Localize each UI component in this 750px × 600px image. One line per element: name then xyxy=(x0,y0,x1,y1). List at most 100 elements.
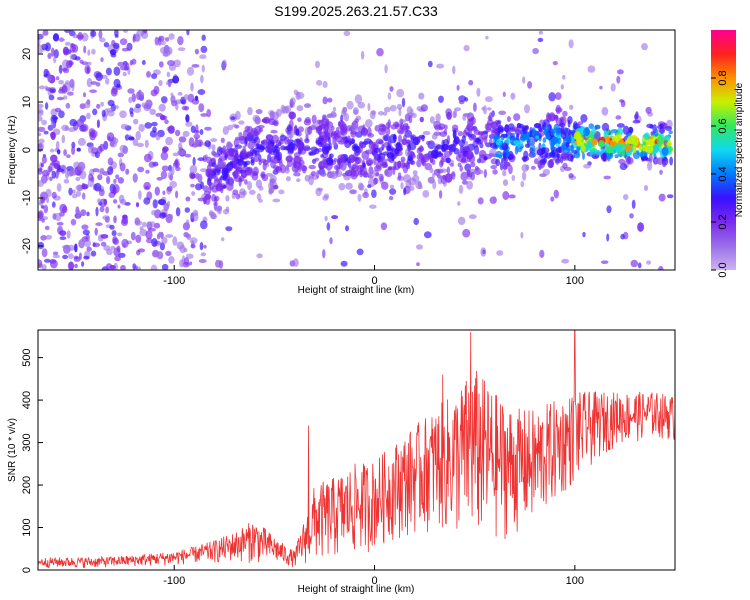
spectrogram-cell xyxy=(119,38,128,46)
spectrogram-cell xyxy=(151,210,157,216)
spectrogram-cell xyxy=(77,161,86,171)
spectrogram-cell xyxy=(470,116,475,121)
spectrogram-cell xyxy=(422,130,431,136)
spectrogram-cell xyxy=(570,156,574,162)
spectrogram-cell xyxy=(357,193,362,202)
spectrogram-cell xyxy=(632,119,641,124)
spectrogram-cell xyxy=(43,204,49,214)
spectrogram-cell xyxy=(659,126,665,135)
spectrogram-cell xyxy=(158,80,163,86)
spectrogram-cell xyxy=(190,218,195,223)
spectrogram-cell xyxy=(134,265,138,270)
spectrogram-cell xyxy=(178,136,187,143)
spectrogram-cell xyxy=(385,122,391,129)
spectrogram-cell xyxy=(99,37,106,43)
spectrogram-cell xyxy=(272,111,279,121)
spectrogram-cell xyxy=(122,214,128,220)
spectrogram-cell xyxy=(632,136,639,146)
spectrogram-cell xyxy=(67,91,74,96)
spectrogram-cell xyxy=(398,107,402,117)
spectrogram-cell xyxy=(204,140,211,148)
spectrogram-cell xyxy=(210,213,217,220)
spectrogram-cell xyxy=(74,243,78,253)
spectrogram-cell xyxy=(189,164,198,174)
spectrogram-cell xyxy=(648,153,653,163)
spectrogram-cell xyxy=(365,149,373,155)
spectrogram-cell xyxy=(616,133,622,140)
spectrogram-cell xyxy=(160,40,166,46)
spectrogram-cell xyxy=(65,60,72,69)
spectrogram-cell xyxy=(502,191,510,200)
spectrogram-cell xyxy=(315,60,320,69)
spectrogram-cell xyxy=(400,182,404,190)
spectrogram-cell xyxy=(103,42,110,48)
snr-y-label: SNR (10 * v/v) xyxy=(7,418,18,482)
spectrogram-cell xyxy=(243,161,248,167)
spectrogram-cell xyxy=(161,263,169,270)
spectrogram-cell xyxy=(320,171,327,177)
spectrogram-cell xyxy=(146,71,151,78)
spectrogram-cell xyxy=(87,61,92,66)
spectrogram-cell xyxy=(292,258,299,267)
spectrogram-cell xyxy=(587,141,593,149)
spectrogram-cell xyxy=(109,265,116,270)
spectrogram-cell xyxy=(232,162,238,170)
spectrogram-cell xyxy=(373,156,377,166)
spectrogram-cell xyxy=(244,179,248,185)
spectrogram-cell xyxy=(133,118,139,125)
spectrogram-cell xyxy=(76,209,81,219)
spectrogram-cell xyxy=(185,233,192,239)
spectrogram-cell xyxy=(643,132,650,141)
spectrogram-cell xyxy=(164,37,170,42)
spectrogram-cell xyxy=(446,111,452,120)
spectrogram-cell xyxy=(435,113,441,122)
spectrogram-cell xyxy=(64,30,71,33)
y-tick-label: 400 xyxy=(21,391,33,409)
spectrogram-cell xyxy=(303,119,312,126)
spectrogram-cell xyxy=(458,216,466,226)
spectrogram-cell xyxy=(239,188,246,195)
spectrogram-cell xyxy=(355,157,361,165)
spectrogram-cell xyxy=(368,166,374,176)
spectrogram-cell xyxy=(474,145,480,155)
spectrogram-cell xyxy=(550,196,555,202)
spectrogram-cell xyxy=(148,161,156,168)
spectrogram-cell xyxy=(247,141,255,150)
spectrogram-cell xyxy=(356,248,364,256)
spectrogram-cell xyxy=(66,154,71,159)
spectrogram-cell xyxy=(122,71,127,77)
spectrogram-cell xyxy=(362,172,370,178)
spectrogram-cell xyxy=(80,123,89,132)
spectrogram-cell xyxy=(151,121,158,127)
spectrogram-cell xyxy=(204,193,212,200)
spectrogram-cell xyxy=(508,194,516,199)
spectrogram-cell xyxy=(167,213,174,220)
spectrogram-cell xyxy=(195,183,202,191)
colorbar: 0.0 0.2 0.4 0.6 0.8 Normalized spectral ampl… xyxy=(711,30,745,278)
spectrogram-cell xyxy=(511,174,516,182)
spectrogram-cell xyxy=(285,155,293,163)
spectrogram-cell xyxy=(532,48,539,55)
spectrogram-cell xyxy=(436,174,442,179)
spectrogram-cell xyxy=(420,104,428,112)
spectrogram-cell xyxy=(418,134,426,139)
spectrogram-cell xyxy=(107,157,114,166)
spectrogram-cell xyxy=(462,113,471,117)
spectrogram-cell xyxy=(215,183,223,192)
spectrogram-cell xyxy=(67,244,75,251)
spectrogram-cell xyxy=(506,134,511,144)
spectrogram-cell xyxy=(119,110,127,119)
spectrogram-cell xyxy=(74,56,81,61)
spectrogram-cell xyxy=(389,184,395,189)
spectrogram-cell xyxy=(120,65,128,71)
spectrogram-cell xyxy=(235,193,241,200)
spectrogram-cell xyxy=(539,249,545,258)
spectrogram-cell xyxy=(614,144,623,153)
spectrogram-cell xyxy=(100,101,104,107)
spectrogram-cell xyxy=(144,139,149,148)
spectrogram-cell xyxy=(327,97,333,103)
spectrogram-cell xyxy=(81,192,86,200)
spectrogram-cell xyxy=(359,166,363,175)
spectrogram-cell xyxy=(632,144,637,153)
colorbar-tick-label: 0.4 xyxy=(717,166,729,181)
